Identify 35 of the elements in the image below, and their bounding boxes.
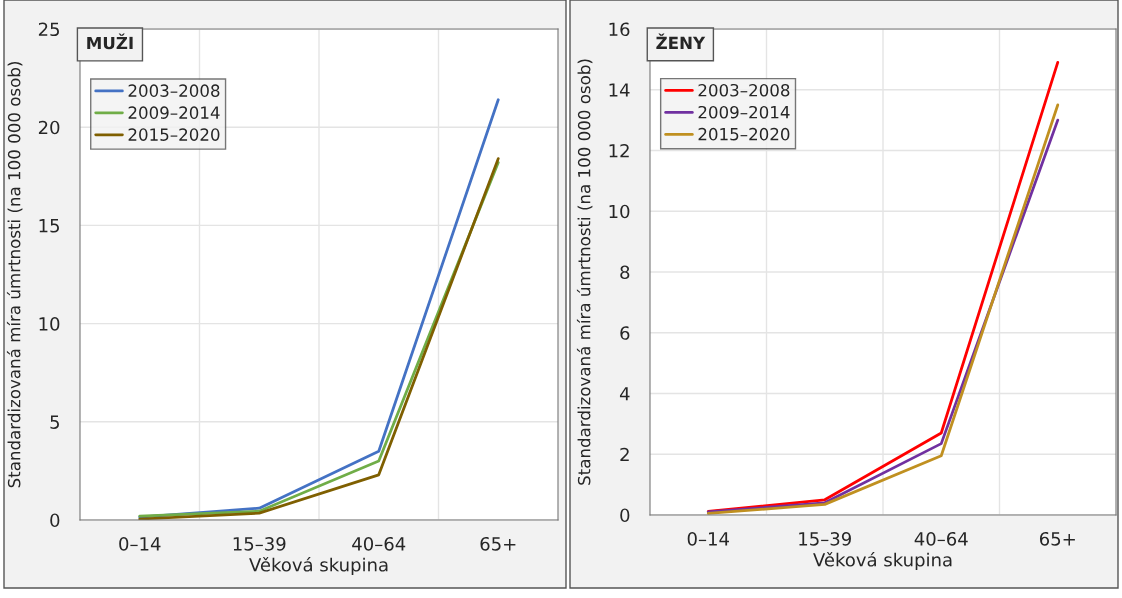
y-tick-label: 8 bbox=[620, 265, 630, 280]
y-tick-label: 12 bbox=[609, 143, 629, 158]
x-tick-label: 0–14 bbox=[687, 531, 729, 546]
y-tick-label: 5 bbox=[50, 415, 59, 429]
legend-label: 2009–2014 bbox=[128, 106, 220, 119]
y-tick-label: 25 bbox=[38, 22, 59, 37]
y-tick-label: 14 bbox=[609, 83, 630, 97]
x-tick-label: 40–64 bbox=[914, 531, 968, 546]
x-axis-title: Věková skupina bbox=[813, 551, 952, 571]
x-axis-title: Věková skupina bbox=[249, 556, 388, 576]
y-tick-label: 20 bbox=[38, 120, 60, 135]
legend-label: 2003–2008 bbox=[128, 84, 220, 97]
x-tick-label: 40–64 bbox=[352, 536, 406, 551]
legend-title: ŽENY bbox=[656, 33, 706, 49]
x-tick-label: 15–39 bbox=[233, 536, 286, 551]
y-tick-label: 4 bbox=[619, 387, 630, 401]
y-tick-label: 10 bbox=[39, 317, 60, 331]
y-tick-label: 10 bbox=[609, 204, 630, 219]
legend-label: 2015–2020 bbox=[128, 128, 220, 141]
legend-label: 2015–2020 bbox=[698, 127, 790, 141]
legend-title: MUŽI bbox=[87, 33, 133, 50]
y-tick-label: 15 bbox=[39, 219, 59, 233]
x-tick-label: 15–39 bbox=[799, 531, 851, 546]
y-tick-label: 16 bbox=[609, 22, 630, 37]
y-axis-title: Standardizovaná míra úmrtnosti (na 100 000 osob) bbox=[576, 59, 593, 485]
x-tick-label: 65+ bbox=[1039, 531, 1075, 546]
legend-label: 2009–2014 bbox=[698, 105, 790, 119]
y-axis-title: Standardizovaná míra úmrtnosti (na 100 000 osob) bbox=[6, 62, 23, 488]
y-tick-label: 2 bbox=[620, 447, 629, 462]
legend-label: 2003–2008 bbox=[698, 83, 790, 97]
y-tick-label: 0 bbox=[620, 508, 630, 523]
x-tick-label: 0–14 bbox=[119, 536, 161, 551]
y-tick-label: 0 bbox=[50, 513, 60, 528]
x-tick-label: 65+ bbox=[480, 536, 516, 551]
y-tick-label: 6 bbox=[620, 326, 630, 340]
